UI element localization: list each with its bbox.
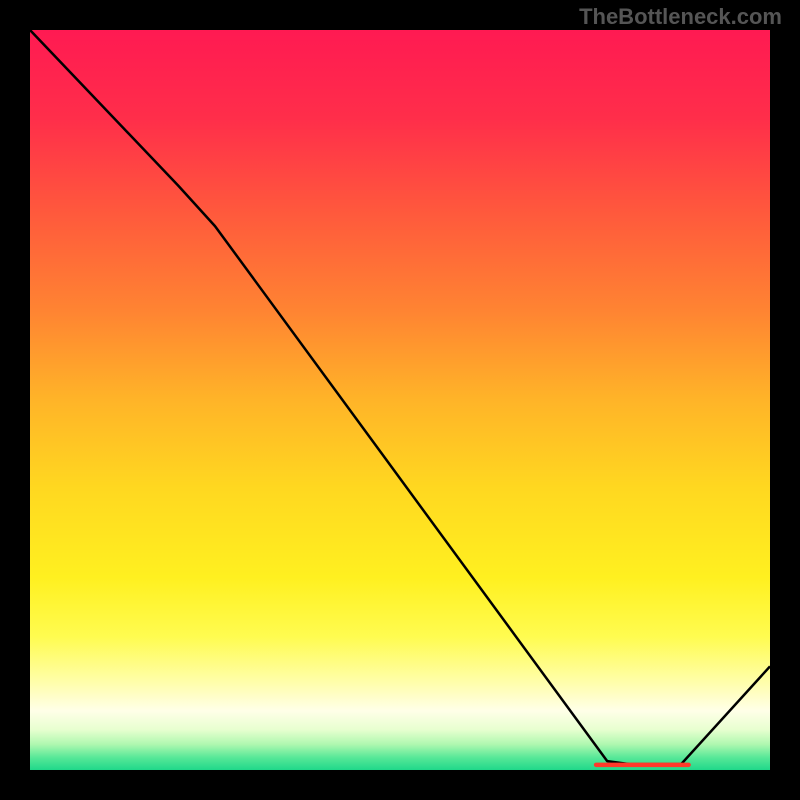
watermark-label: TheBottleneck.com <box>579 4 782 30</box>
chart-background <box>30 30 770 770</box>
plot-area <box>30 30 770 770</box>
chart-container: TheBottleneck.com <box>0 0 800 800</box>
chart-svg <box>30 30 770 770</box>
